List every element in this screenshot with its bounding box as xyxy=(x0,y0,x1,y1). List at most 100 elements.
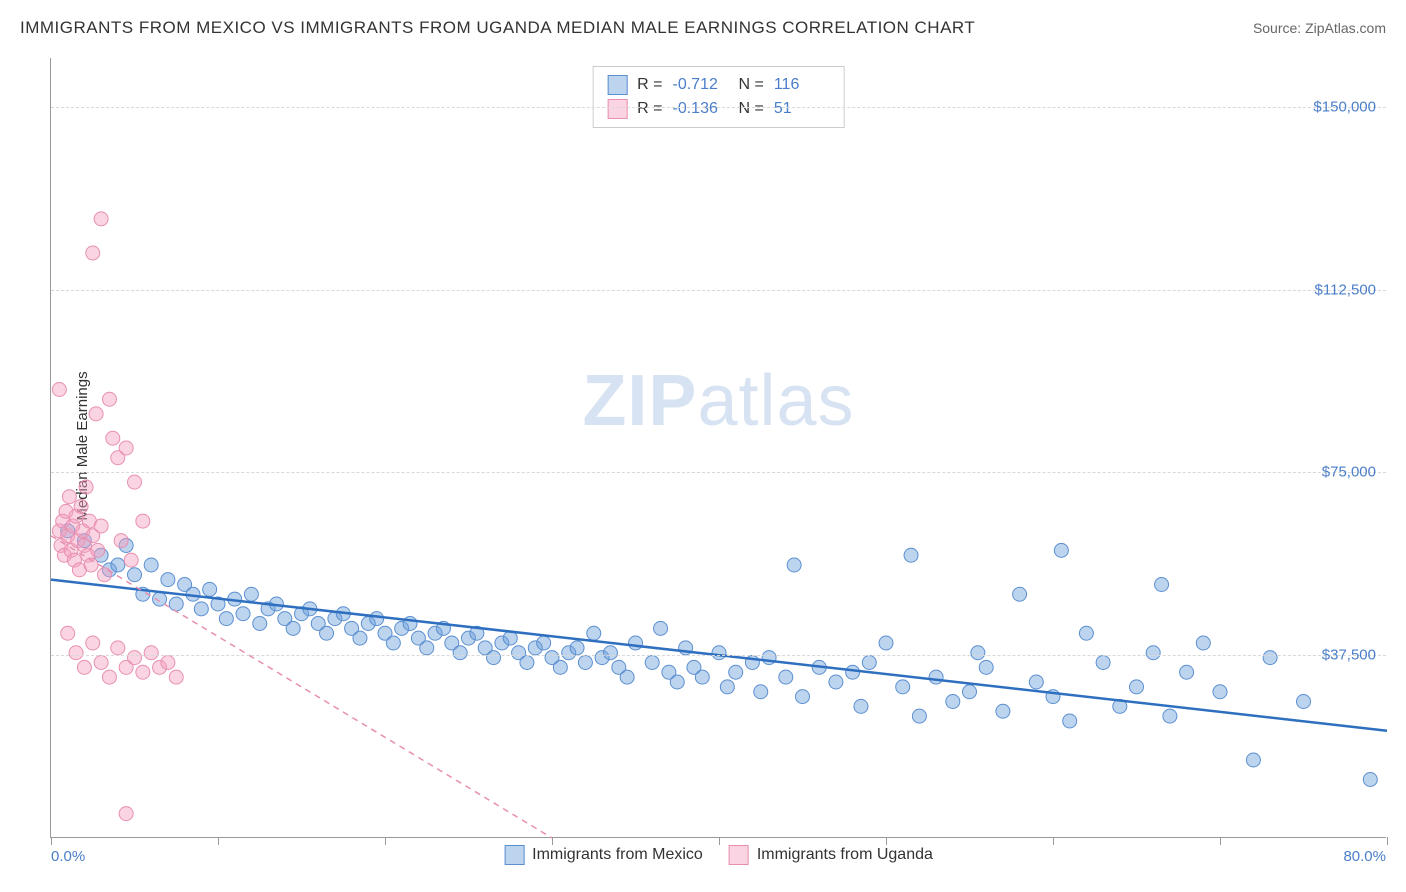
data-point xyxy=(1013,587,1027,601)
data-point xyxy=(194,602,208,616)
data-point xyxy=(520,656,534,670)
data-point xyxy=(854,699,868,713)
data-point xyxy=(169,597,183,611)
stats-legend: R = -0.712N = 116 R = -0.136 N = 51 xyxy=(592,66,845,128)
data-point xyxy=(487,651,501,665)
chart-title: IMMIGRANTS FROM MEXICO VS IMMIGRANTS FRO… xyxy=(20,18,975,38)
source-label: Source: ZipAtlas.com xyxy=(1253,20,1386,36)
data-point xyxy=(620,670,634,684)
data-point xyxy=(796,690,810,704)
data-point xyxy=(1163,709,1177,723)
data-point xyxy=(570,641,584,655)
n-value: 116 xyxy=(774,76,830,94)
data-point xyxy=(971,646,985,660)
data-point xyxy=(111,641,125,655)
data-point xyxy=(879,636,893,650)
legend-label: Immigrants from Uganda xyxy=(757,846,933,864)
data-point xyxy=(578,656,592,670)
data-point xyxy=(97,568,111,582)
data-point xyxy=(912,709,926,723)
data-point xyxy=(144,646,158,660)
data-point xyxy=(244,587,258,601)
data-point xyxy=(1363,773,1377,787)
data-point xyxy=(161,656,175,670)
data-point xyxy=(1096,656,1110,670)
data-point xyxy=(94,656,108,670)
n-value: 51 xyxy=(774,100,830,118)
data-point xyxy=(169,670,183,684)
data-point xyxy=(729,665,743,679)
data-point xyxy=(124,553,138,567)
data-point xyxy=(979,660,993,674)
stats-row: R = -0.712N = 116 xyxy=(607,73,830,97)
data-point xyxy=(203,582,217,596)
data-point xyxy=(253,617,267,631)
data-point xyxy=(846,665,860,679)
data-point xyxy=(102,670,116,684)
data-point xyxy=(114,534,128,548)
n-label: N = xyxy=(739,100,764,118)
trend-line xyxy=(51,536,552,838)
data-point xyxy=(320,626,334,640)
data-point xyxy=(629,636,643,650)
data-point xyxy=(1079,626,1093,640)
data-point xyxy=(754,685,768,699)
x-max-label: 80.0% xyxy=(1343,848,1386,865)
data-point xyxy=(286,621,300,635)
y-tick-label: $112,500 xyxy=(1315,281,1376,298)
data-point xyxy=(645,656,659,670)
swatch-icon xyxy=(504,845,524,865)
gridline xyxy=(51,290,1386,291)
data-point xyxy=(79,480,93,494)
x-tick xyxy=(51,837,52,845)
swatch-icon xyxy=(729,845,749,865)
y-tick-label: $75,000 xyxy=(1322,464,1376,481)
data-point xyxy=(128,651,142,665)
y-tick-label: $37,500 xyxy=(1322,647,1376,664)
data-point xyxy=(370,612,384,626)
data-point xyxy=(1029,675,1043,689)
x-tick xyxy=(552,837,553,845)
data-point xyxy=(1130,680,1144,694)
x-min-label: 0.0% xyxy=(51,848,85,865)
data-point xyxy=(111,558,125,572)
swatch-icon xyxy=(607,99,627,119)
data-point xyxy=(712,646,726,660)
y-tick-label: $150,000 xyxy=(1313,98,1376,115)
data-point xyxy=(77,660,91,674)
data-point xyxy=(74,500,88,514)
data-point xyxy=(1246,753,1260,767)
data-point xyxy=(89,407,103,421)
data-point xyxy=(453,646,467,660)
data-point xyxy=(695,670,709,684)
data-point xyxy=(1146,646,1160,660)
data-point xyxy=(136,665,150,679)
r-label: R = xyxy=(637,100,662,118)
data-point xyxy=(91,543,105,557)
chart-area: ZIPatlas R = -0.712N = 116R = -0.136N = … xyxy=(50,58,1386,838)
data-point xyxy=(420,641,434,655)
x-tick xyxy=(886,837,887,845)
data-point xyxy=(654,621,668,635)
data-point xyxy=(996,704,1010,718)
gridline xyxy=(51,472,1386,473)
x-tick xyxy=(1220,837,1221,845)
data-point xyxy=(862,656,876,670)
data-point xyxy=(102,392,116,406)
swatch-icon xyxy=(607,75,627,95)
legend-label: Immigrants from Mexico xyxy=(532,846,703,864)
data-point xyxy=(537,636,551,650)
r-value: -0.136 xyxy=(673,100,729,118)
x-tick xyxy=(218,837,219,845)
data-point xyxy=(128,568,142,582)
data-point xyxy=(128,475,142,489)
data-point xyxy=(69,646,83,660)
legend-item: Immigrants from Mexico xyxy=(504,845,703,865)
data-point xyxy=(1213,685,1227,699)
data-point xyxy=(1297,695,1311,709)
x-tick xyxy=(1387,837,1388,845)
data-point xyxy=(587,626,601,640)
data-point xyxy=(119,441,133,455)
legend-item: Immigrants from Uganda xyxy=(729,845,933,865)
data-point xyxy=(904,548,918,562)
